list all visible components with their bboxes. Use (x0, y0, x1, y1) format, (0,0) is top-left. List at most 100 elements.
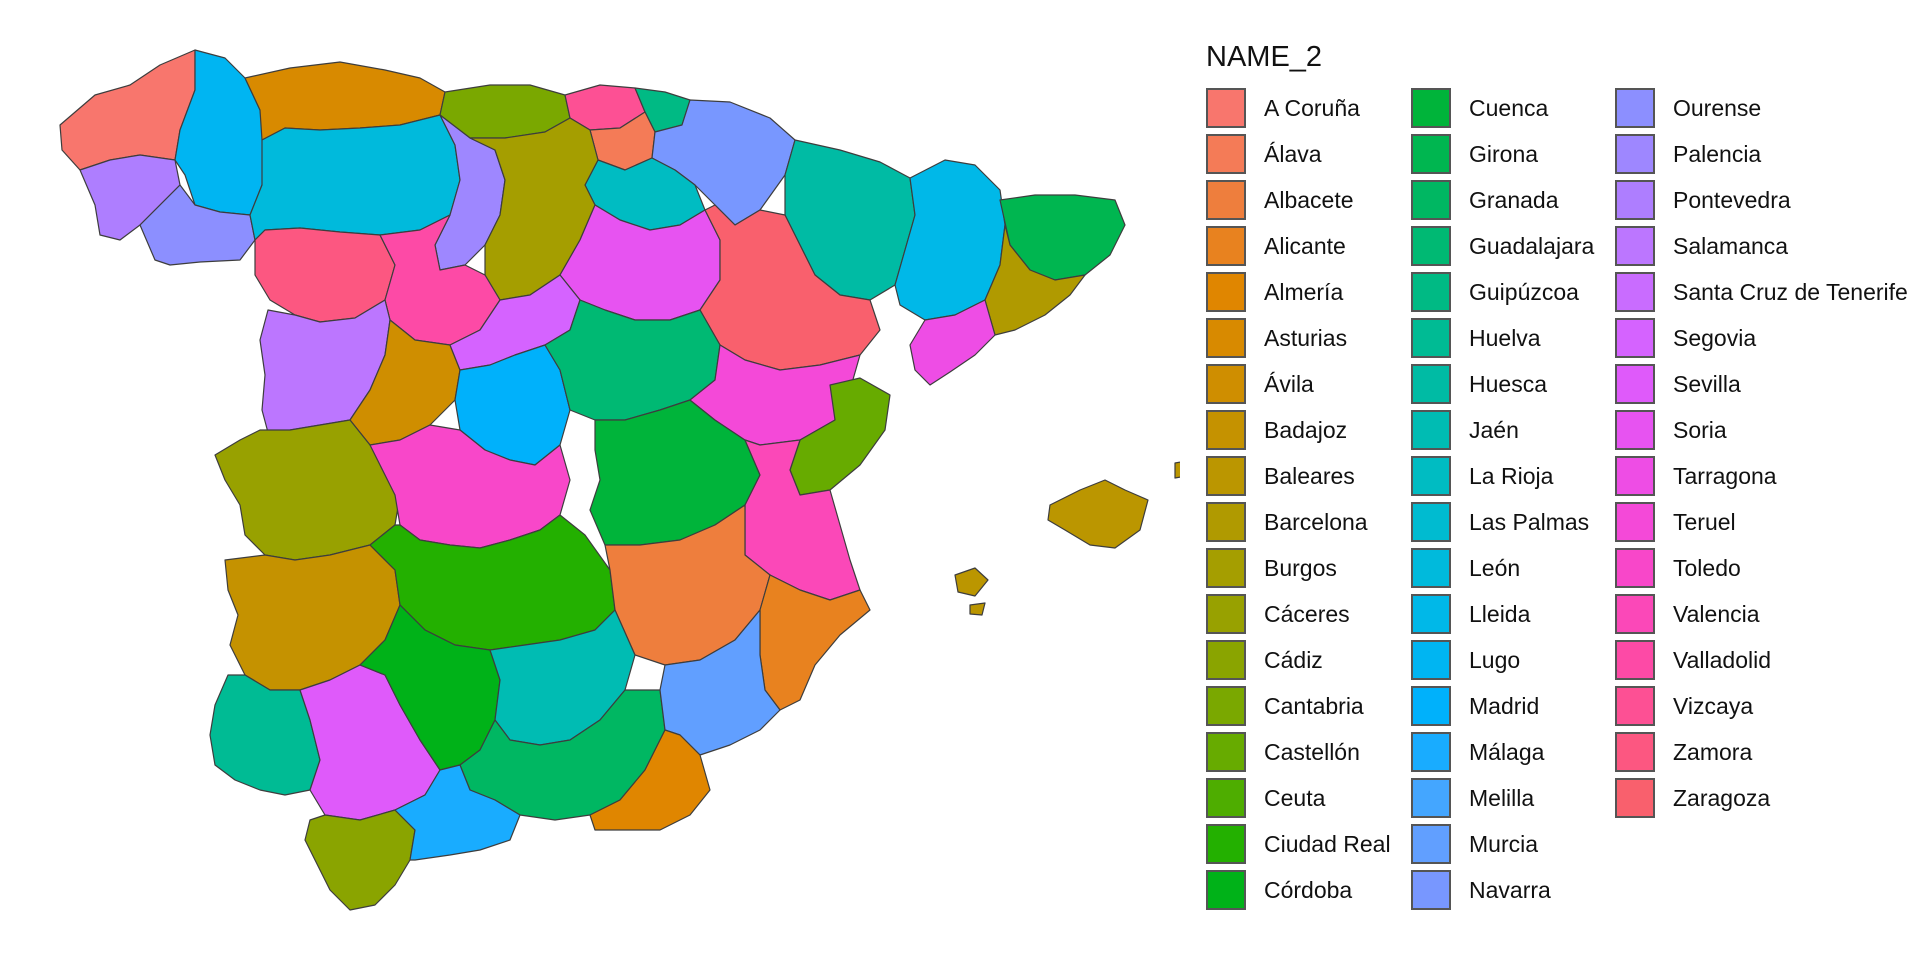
legend-swatch (1615, 548, 1655, 588)
legend-label: Burgos (1264, 554, 1337, 581)
spain-provinces-map (59, 49, 1180, 911)
legend-item-cadiz: Cádiz (1206, 637, 1411, 683)
region-huelva[interactable] (209, 674, 321, 796)
legend-label: Zaragoza (1673, 784, 1771, 811)
legend-label: Pontevedra (1673, 186, 1791, 213)
legend-item-cantabria: Cantabria (1206, 683, 1411, 729)
legend-swatch (1206, 88, 1246, 128)
legend-label: Cáceres (1264, 600, 1350, 627)
legend-swatch (1206, 824, 1246, 864)
legend-swatch (1411, 732, 1451, 772)
legend-item-lleida: Lleida (1411, 591, 1615, 637)
region-alicante[interactable] (759, 574, 871, 711)
legend-swatch (1615, 778, 1655, 818)
legend-item-baleares: Baleares (1206, 453, 1411, 499)
legend-label: Lleida (1469, 600, 1531, 627)
legend-label: Córdoba (1264, 876, 1353, 903)
legend-label: Segovia (1673, 324, 1757, 351)
legend-swatch (1615, 364, 1655, 404)
legend-swatch (1411, 318, 1451, 358)
legend-swatch (1411, 364, 1451, 404)
legend-swatch (1615, 272, 1655, 312)
legend-label: Castellón (1264, 738, 1360, 765)
legend-label: Zamora (1673, 738, 1753, 765)
legend-item-guipuzcoa: Guipúzcoa (1411, 269, 1615, 315)
legend-swatch (1411, 272, 1451, 312)
legend-item-teruel: Teruel (1615, 499, 1915, 545)
legend-item-burgos: Burgos (1206, 545, 1411, 591)
legend-label: Girona (1469, 140, 1539, 167)
legend-item-madrid: Madrid (1411, 683, 1615, 729)
legend-item-segovia: Segovia (1615, 315, 1915, 361)
legend-swatch (1615, 502, 1655, 542)
region-almeria[interactable] (589, 729, 711, 831)
legend-label: Madrid (1469, 692, 1540, 719)
legend-swatch (1411, 456, 1451, 496)
legend-label: Sevilla (1673, 370, 1741, 397)
region-baleares-ibiza[interactable] (954, 567, 989, 597)
legend-swatch (1206, 410, 1246, 450)
legend-item-alava: Álava (1206, 131, 1411, 177)
legend-label: Murcia (1469, 830, 1539, 857)
legend-item-caceres: Cáceres (1206, 591, 1411, 637)
legend-label: Huesca (1469, 370, 1547, 397)
legend-swatch (1206, 594, 1246, 634)
legend-label: Alicante (1264, 232, 1346, 259)
legend-swatch (1206, 778, 1246, 818)
region-cadiz[interactable] (304, 809, 416, 911)
region-leon[interactable] (249, 114, 461, 241)
region-malaga[interactable] (394, 764, 521, 861)
legend-item-soria: Soria (1615, 407, 1915, 453)
legend-swatch (1615, 180, 1655, 220)
legend-label: Huelva (1469, 324, 1541, 351)
legend-item-guadalajara: Guadalajara (1411, 223, 1615, 269)
legend-item-zaragoza: Zaragoza (1615, 775, 1915, 821)
legend-item-las-palmas: Las Palmas (1411, 499, 1615, 545)
legend-item-palencia: Palencia (1615, 131, 1915, 177)
legend-label: Asturias (1264, 324, 1348, 351)
legend-label: Palencia (1673, 140, 1762, 167)
legend-item-valladolid: Valladolid (1615, 637, 1915, 683)
legend-label: Jaén (1469, 416, 1519, 443)
legend-swatch (1411, 410, 1451, 450)
legend-swatch (1615, 226, 1655, 266)
legend-label: Badajoz (1264, 416, 1348, 443)
legend-swatch (1206, 134, 1246, 174)
legend-swatch (1615, 594, 1655, 634)
legend-label: A Coruña (1264, 94, 1360, 121)
region-baleares-menorca[interactable] (1174, 460, 1180, 479)
legend-label: Almería (1264, 278, 1344, 305)
legend-item-la-rioja: La Rioja (1411, 453, 1615, 499)
legend-label: Valencia (1673, 600, 1760, 627)
legend-label: Málaga (1469, 738, 1545, 765)
legend-swatch (1411, 778, 1451, 818)
legend-swatch (1411, 88, 1451, 128)
legend-label: Soria (1673, 416, 1727, 443)
legend-label: Cádiz (1264, 646, 1323, 673)
region-a-coruna[interactable] (59, 49, 196, 171)
legend-label: Guadalajara (1469, 232, 1595, 259)
legend-column-2: Cuenca Girona Granada Guadalajara Guipúzcoa H… (1411, 85, 1615, 913)
legend: NAME_2 A Coruña Álava Albacete Alicante Alme… (1206, 40, 1915, 913)
legend-item-girona: Girona (1411, 131, 1615, 177)
legend-label: Cantabria (1264, 692, 1364, 719)
legend-item-pontevedra: Pontevedra (1615, 177, 1915, 223)
legend-swatch (1206, 272, 1246, 312)
legend-item-granada: Granada (1411, 177, 1615, 223)
legend-item-avila: Ávila (1206, 361, 1411, 407)
region-baleares-mallorca[interactable] (1047, 479, 1149, 549)
legend-swatch (1206, 870, 1246, 910)
legend-item-ourense: Ourense (1615, 85, 1915, 131)
legend-swatch (1206, 318, 1246, 358)
legend-swatch (1615, 456, 1655, 496)
legend-label: Ourense (1673, 94, 1762, 121)
legend-swatch (1615, 318, 1655, 358)
legend-swatch (1206, 364, 1246, 404)
legend-item-albacete: Albacete (1206, 177, 1411, 223)
legend-item-valencia: Valencia (1615, 591, 1915, 637)
region-baleares-formentera[interactable] (969, 602, 986, 616)
region-tarragona[interactable] (909, 299, 996, 386)
legend-swatch (1206, 180, 1246, 220)
legend-item-lugo: Lugo (1411, 637, 1615, 683)
legend-item-sevilla: Sevilla (1615, 361, 1915, 407)
